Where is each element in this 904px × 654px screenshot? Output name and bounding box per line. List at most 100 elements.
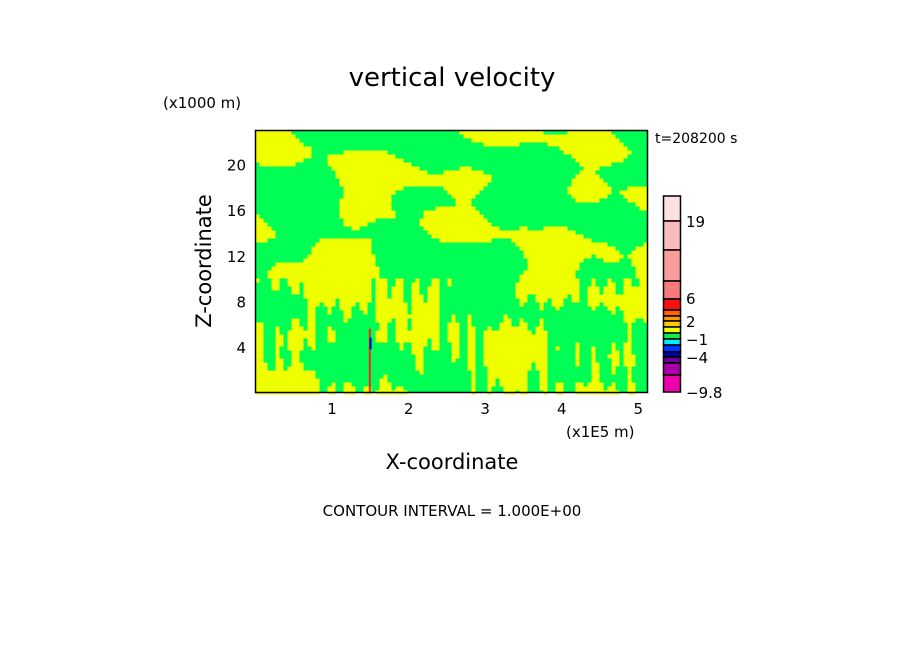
field-cell-positive [527, 290, 532, 295]
field-cell-positive [255, 378, 260, 383]
field-cell-positive [347, 262, 352, 267]
field-cell-positive [335, 246, 340, 251]
field-cell-positive [515, 134, 520, 139]
field-cell-positive [383, 298, 388, 303]
field-cell-positive [555, 306, 560, 311]
field-cell-positive [363, 238, 368, 243]
field-cell-positive [363, 194, 368, 199]
field-cell-positive [539, 318, 544, 323]
field-cell-positive [471, 354, 476, 359]
field-cell-positive [439, 230, 444, 235]
field-cell-positive [295, 158, 300, 163]
field-cell-positive [347, 190, 352, 195]
field-cell-positive [419, 370, 424, 375]
field-cell-positive [259, 154, 264, 159]
field-cell-positive [311, 286, 316, 291]
field-cell-positive [307, 382, 312, 387]
field-cell-positive [315, 294, 320, 299]
field-cell-positive [495, 374, 500, 379]
field-cell-positive [415, 322, 420, 327]
field-cell-positive [619, 154, 624, 159]
field-cell-positive [255, 342, 260, 347]
field-cell-positive [575, 178, 580, 183]
colorbar-label: 6 [686, 290, 696, 308]
field-cell-positive [467, 218, 472, 223]
field-cell-positive [575, 254, 580, 259]
field-cell-positive [511, 346, 516, 351]
field-cell-positive [523, 282, 528, 287]
field-cell-positive [435, 306, 440, 311]
field-cell-positive [295, 354, 300, 359]
field-cell-positive [539, 366, 544, 371]
field-cell-positive [599, 162, 604, 167]
field-cell-positive [543, 290, 548, 295]
field-cell-positive [367, 274, 372, 279]
field-cell-positive [459, 206, 464, 211]
field-cell-positive [383, 306, 388, 311]
field-cell-positive [255, 358, 260, 363]
field-cell-positive [615, 302, 620, 307]
field-cell-positive [367, 290, 372, 295]
field-cell-positive [407, 166, 412, 171]
field-cell-positive [547, 262, 552, 267]
field-cell-positive [555, 142, 560, 147]
field-cell-positive [431, 342, 436, 347]
field-cell-positive [255, 230, 260, 235]
field-cell-positive [375, 278, 380, 283]
field-cell-positive [255, 366, 260, 371]
field-cell-positive [371, 170, 376, 175]
field-cell-positive [347, 274, 352, 279]
field-cell-positive [571, 186, 576, 191]
field-cell-positive [519, 386, 524, 391]
field-cell-positive [635, 262, 640, 267]
field-cell-positive [523, 378, 528, 383]
field-cell-positive [583, 174, 588, 179]
field-cell-positive [395, 166, 400, 171]
field-cell-positive [327, 282, 332, 287]
field-cell-positive [399, 286, 404, 291]
field-cell-positive [567, 186, 572, 191]
colorbar-label: 2 [686, 313, 696, 331]
field-cell-positive [447, 186, 452, 191]
field-cell-positive [475, 138, 480, 143]
field-cell-positive [547, 282, 552, 287]
field-cell-positive [443, 206, 448, 211]
field-cell-positive [587, 386, 592, 391]
field-cell-positive [363, 282, 368, 287]
colorbar-segment [662, 298, 682, 311]
x-tick-label: 3 [480, 400, 490, 418]
field-cell-positive [255, 138, 260, 143]
field-cell-positive [295, 266, 300, 271]
field-cell-positive [311, 254, 316, 259]
field-cell-positive [375, 282, 380, 287]
field-cell-positive [263, 162, 268, 167]
field-cell-positive [311, 302, 316, 307]
field-cell-positive [511, 342, 516, 347]
field-cell-positive [507, 350, 512, 355]
field-cell-positive [419, 218, 424, 223]
field-cell-positive [419, 354, 424, 359]
field-cell-positive [503, 314, 508, 319]
field-cell-positive [283, 374, 288, 379]
field-cell-positive [335, 270, 340, 275]
field-cell-positive [387, 174, 392, 179]
field-cell-positive [567, 270, 572, 275]
field-cell-positive [415, 290, 420, 295]
field-cell-positive [627, 290, 632, 295]
field-cell-positive [359, 254, 364, 259]
field-cell-positive [643, 282, 648, 287]
field-cell-positive [499, 354, 504, 359]
field-cell-positive [311, 322, 316, 327]
field-cell-positive [551, 286, 556, 291]
field-cell-positive [531, 290, 536, 295]
field-cell-positive [595, 254, 600, 259]
field-cell-positive [631, 314, 636, 319]
field-cell-positive [479, 238, 484, 243]
field-cell-positive [275, 382, 280, 387]
field-cell-positive [319, 246, 324, 251]
field-cell-positive [643, 302, 648, 307]
field-cell-positive [451, 322, 456, 327]
field-cell-positive [343, 182, 348, 187]
field-cell-positive [491, 342, 496, 347]
field-cell-positive [375, 162, 380, 167]
